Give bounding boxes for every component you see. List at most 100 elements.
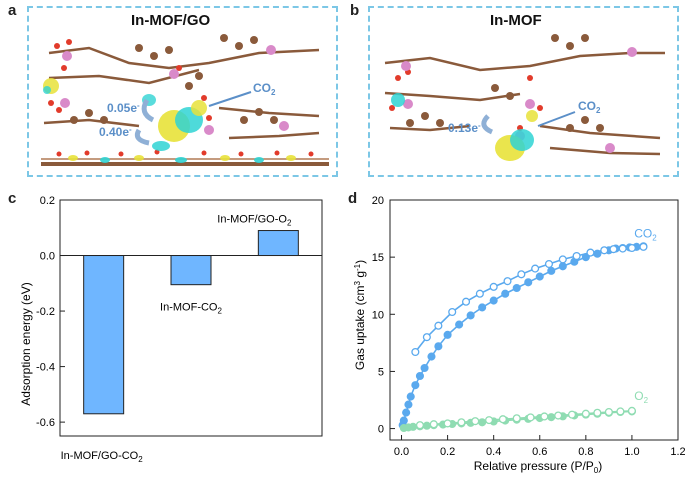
- data-point-co2-adsorption: [443, 330, 452, 339]
- panel-b-charge: 0.13e-: [448, 121, 481, 135]
- panel-a-charge-lower: 0.40e-: [99, 125, 132, 139]
- data-point-co2-desorption: [517, 270, 526, 279]
- panel-b-structure-frame: In-MOF: [368, 6, 679, 177]
- panel-a-structure-frame: In-MOF/GO: [27, 6, 338, 177]
- data-point-o2-desorption: [471, 417, 480, 426]
- y-tick-label: 15: [372, 252, 384, 264]
- data-point-co2-adsorption: [427, 352, 436, 361]
- y-tick-label: -0.6: [36, 417, 55, 429]
- panel-letter-d: d: [348, 190, 358, 207]
- mof-linker-atoms: [406, 34, 604, 132]
- graphene-oxide-sheet: [41, 149, 329, 166]
- data-point-co2-desorption: [448, 307, 457, 317]
- data-point-co2-adsorption: [466, 311, 475, 320]
- data-point-co2-adsorption: [489, 296, 498, 305]
- panel-b-co2-label: CO2: [578, 99, 601, 115]
- y-tick-label: 0: [378, 424, 384, 436]
- data-point-o2-desorption: [581, 409, 590, 418]
- x-tick-label: 0.0: [394, 446, 409, 458]
- bar-label-1: In-MOF/GO-CO2: [61, 450, 144, 464]
- data-point-co2-adsorption: [478, 303, 487, 312]
- data-point-o2-desorption: [567, 410, 577, 419]
- data-point-co2-desorption: [586, 248, 595, 257]
- data-point-o2-desorption: [604, 407, 613, 417]
- data-point-o2-desorption: [457, 418, 466, 427]
- data-point-co2-desorption: [475, 289, 484, 298]
- data-point-co2-desorption: [609, 245, 618, 254]
- data-point-co2-desorption: [503, 277, 512, 286]
- x-tick-label: 1.0: [624, 446, 639, 458]
- data-point-o2-adsorption: [547, 413, 556, 422]
- data-point-co2-desorption: [618, 244, 627, 253]
- data-point-o2-adsorption: [422, 421, 431, 430]
- data-point-co2-adsorption: [406, 392, 415, 401]
- oxygen-atoms: [48, 39, 212, 121]
- x-tick-label: 0.4: [486, 446, 501, 458]
- data-point-co2-adsorption: [415, 371, 425, 381]
- data-point-co2-desorption: [572, 251, 581, 261]
- data-point-co2-adsorption: [512, 283, 521, 293]
- data-point-co2-adsorption: [404, 400, 413, 409]
- data-point-co2-adsorption: [455, 320, 464, 329]
- panel-a-title: In-MOF/GO: [131, 12, 211, 29]
- panel-b-structure: CO2 0.13e-: [384, 34, 665, 161]
- x-tick-label: 1.2: [670, 446, 685, 458]
- plot-frame: [59, 199, 323, 437]
- data-point-co2-desorption: [411, 347, 420, 357]
- data-point-co2-adsorption: [558, 262, 567, 271]
- panel-letter-b: b: [350, 2, 360, 19]
- legend-co2: CO2: [634, 227, 657, 243]
- bar-label-2: In-MOF-CO2: [160, 302, 222, 316]
- data-point-o2-desorption: [498, 415, 507, 424]
- panel-b-title: In-MOF: [490, 12, 542, 29]
- indium-atoms: [60, 45, 289, 135]
- y-tick-label: -0.2: [36, 306, 55, 318]
- data-point-co2-adsorption: [402, 408, 411, 417]
- data-point-co2-desorption: [558, 255, 567, 264]
- charge-transfer-arrows: [481, 111, 576, 135]
- y-tick-label: 5: [378, 366, 384, 378]
- data-point-co2-desorption: [434, 321, 443, 330]
- y-tick-label: -0.4: [36, 362, 55, 374]
- y-axis-label: Gas uptake (cm3 g-1): [353, 260, 367, 370]
- legend-o2: O2: [634, 389, 648, 405]
- bar-2: [170, 255, 212, 286]
- data-point-o2-desorption: [485, 416, 494, 425]
- panel-letter-a: a: [8, 2, 17, 19]
- x-tick-label: 0.8: [578, 446, 593, 458]
- panel-a-co2-label: CO2: [253, 81, 276, 97]
- charge-isosurfaces: [43, 78, 207, 151]
- bar-label-3: In-MOF/GO-O2: [217, 214, 292, 228]
- data-point-o2-desorption: [593, 408, 602, 417]
- panel-a-charge-upper: 0.05e-: [107, 101, 140, 115]
- data-point-o2-desorption: [627, 406, 636, 415]
- gas-uptake-isotherm-chart: Gas uptake (cm3 g-1) Relative pressure (…: [353, 195, 685, 475]
- charge-transfer-arrows: [134, 91, 252, 146]
- y-tick-label: 20: [372, 195, 384, 207]
- data-point-co2-adsorption: [411, 381, 420, 390]
- data-point-co2-adsorption: [547, 266, 556, 275]
- data-point-co2-desorption: [544, 259, 554, 269]
- y-tick-label: 10: [372, 309, 384, 321]
- bar-3: [257, 230, 299, 257]
- data-point-co2-adsorption: [535, 272, 544, 281]
- data-point-co2-desorption: [531, 264, 540, 273]
- data-point-co2-desorption: [422, 333, 431, 342]
- charge-isosurfaces: [391, 93, 538, 161]
- data-point-co2-desorption: [461, 297, 471, 306]
- y-tick-label: 0.0: [40, 251, 55, 263]
- data-point-o2-desorption: [415, 421, 425, 430]
- data-point-co2-adsorption: [399, 416, 408, 425]
- data-point-co2-desorption: [489, 282, 498, 291]
- data-point-co2-adsorption: [434, 342, 443, 351]
- data-point-o2-desorption: [616, 407, 625, 416]
- data-point-o2-desorption: [526, 413, 535, 422]
- x-tick-label: 0.2: [440, 446, 455, 458]
- data-point-co2-adsorption: [501, 289, 510, 298]
- data-point-o2-desorption: [540, 412, 549, 421]
- data-point-co2-desorption: [627, 243, 636, 253]
- bar-1: [83, 255, 125, 415]
- data-point-o2-desorption: [443, 419, 452, 428]
- data-point-co2-adsorption: [524, 278, 533, 287]
- y-tick-label: 0.2: [40, 195, 55, 207]
